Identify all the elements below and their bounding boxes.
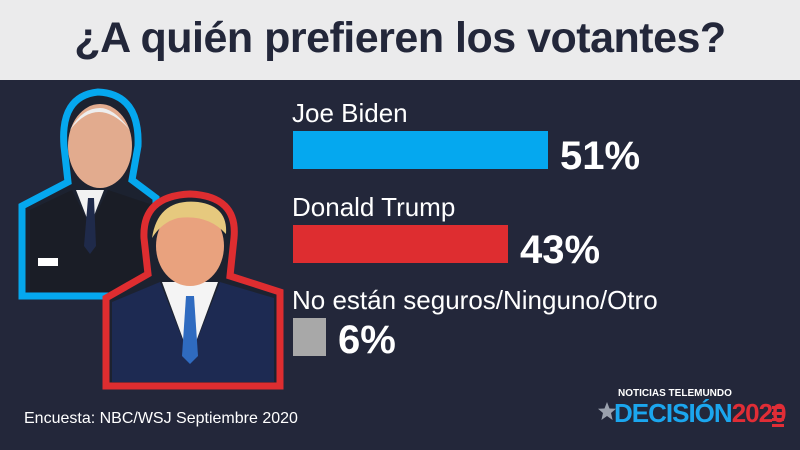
trump-label: Donald Trump xyxy=(292,192,456,222)
biden-bar xyxy=(293,131,548,169)
biden-value: 51% xyxy=(560,134,641,178)
biden-photo xyxy=(18,88,160,300)
flag-stripes-icon xyxy=(772,406,784,427)
title-bar: ¿A quién prefieren los votantes? xyxy=(0,0,800,80)
network-name: NOTICIAS TELEMUNDO xyxy=(618,388,732,399)
other-value: 6% xyxy=(338,318,396,362)
brand-name: DECISIÓN2020 xyxy=(614,398,787,429)
other-bar xyxy=(293,318,326,356)
trump-bar xyxy=(293,225,508,263)
source-note: Encuesta: NBC/WSJ Septiembre 2020 xyxy=(24,410,298,427)
trump-photo xyxy=(102,190,284,390)
star-icon xyxy=(598,402,616,420)
other-label: No están seguros/Ninguno/Otro xyxy=(292,285,658,315)
trump-value: 43% xyxy=(520,228,601,272)
biden-label: Joe Biden xyxy=(292,98,408,128)
page-title: ¿A quién prefieren los votantes? xyxy=(74,14,726,62)
brand-word: DECISIÓN xyxy=(614,398,733,428)
decision-2020-logo: NOTICIAS TELEMUNDO DECISIÓN2020 xyxy=(598,388,788,432)
